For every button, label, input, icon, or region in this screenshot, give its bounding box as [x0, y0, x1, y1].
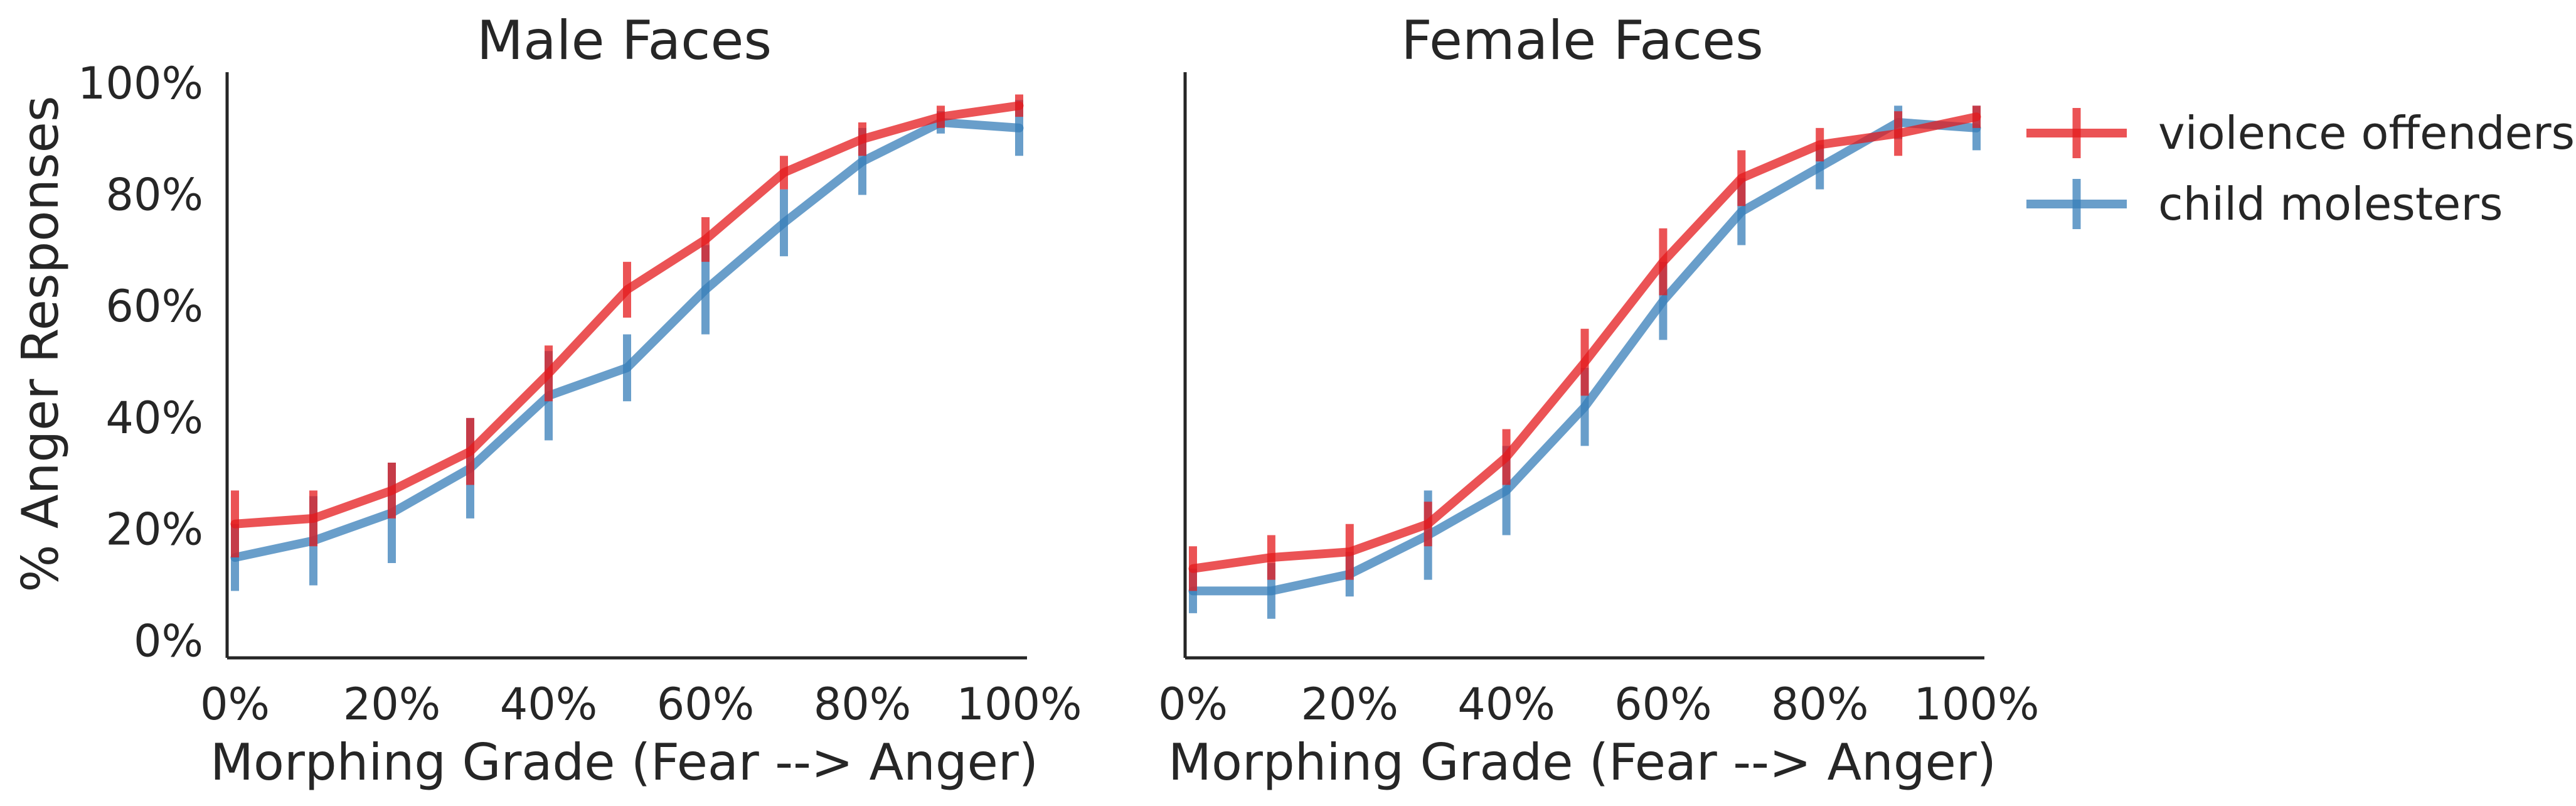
plot-area	[230, 94, 1024, 591]
x-tick-label: 0%	[1158, 679, 1228, 730]
y-tick-label: 40%	[105, 392, 203, 444]
y-tick-labels: 0% 20% 40% 60% 80% 100%	[78, 58, 203, 667]
x-tick-label: 40%	[500, 679, 598, 730]
series-child-molesters	[230, 100, 1024, 591]
panel-female-faces: Female Faces Morphing Grade (Fear --> An…	[1158, 9, 2040, 792]
x-tick-label: 20%	[343, 679, 441, 730]
panel-male-faces: Male Faces % Anger Responses Morphing Gr…	[11, 9, 1082, 792]
x-tick-labels: 0% 20% 40% 60% 80% 100%	[200, 679, 1082, 730]
x-tick-labels: 0% 20% 40% 60% 80% 100%	[1158, 679, 2040, 730]
legend-label: violence offenders	[2158, 107, 2575, 159]
x-tick-label: 80%	[1771, 679, 1869, 730]
x-tick-label: 0%	[200, 679, 270, 730]
y-tick-label: 60%	[105, 281, 203, 332]
legend-entry-violence-offenders: violence offenders	[2026, 107, 2575, 159]
x-tick-label: 80%	[814, 679, 912, 730]
series-violence-offenders	[1188, 105, 1981, 591]
panel-title: Female Faces	[1401, 9, 1764, 72]
x-tick-label: 40%	[1457, 679, 1555, 730]
y-tick-label: 80%	[105, 169, 203, 220]
y-tick-label: 100%	[78, 58, 203, 109]
legend-entry-child-molesters: child molesters	[2026, 178, 2503, 230]
x-tick-label: 100%	[1913, 679, 2039, 730]
x-tick-label: 60%	[657, 679, 755, 730]
x-axis-label: Morphing Grade (Fear --> Anger)	[1168, 733, 1996, 792]
x-axis-label: Morphing Grade (Fear --> Anger)	[210, 733, 1038, 792]
y-axis-label: % Anger Responses	[11, 95, 70, 592]
series-violence-offenders	[230, 94, 1024, 558]
legend-label: child molesters	[2158, 178, 2503, 230]
x-tick-label: 60%	[1614, 679, 1712, 730]
legend: violence offenders child molesters	[2026, 107, 2575, 230]
y-tick-label: 20%	[105, 504, 203, 556]
x-tick-label: 20%	[1301, 679, 1398, 730]
panel-title: Male Faces	[477, 9, 772, 72]
x-tick-label: 100%	[956, 679, 1082, 730]
y-tick-label: 0%	[134, 615, 203, 667]
plot-area	[1188, 105, 1981, 619]
